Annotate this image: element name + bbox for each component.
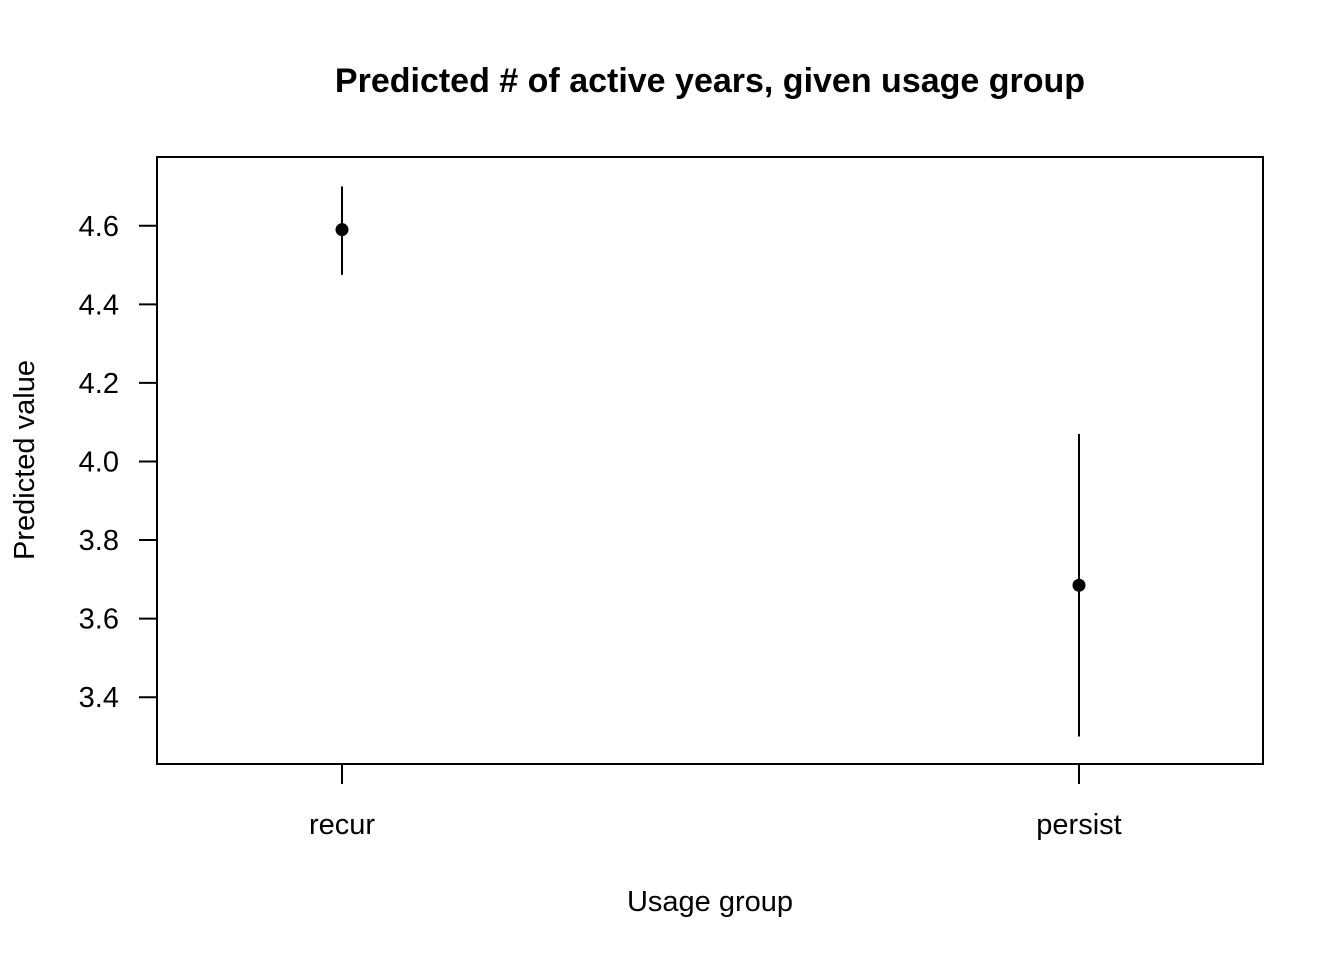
y-tick-label: 4.4	[79, 289, 119, 321]
x-axis: recur persist	[309, 764, 1122, 841]
y-axis-label: Predicted value	[9, 360, 41, 560]
data-point	[335, 223, 349, 237]
y-tick-label: 4.6	[79, 211, 119, 243]
y-tick-label: 3.8	[79, 525, 119, 557]
data-marks	[335, 186, 1086, 737]
x-axis-label: Usage group	[627, 886, 793, 918]
y-axis: 3.4 3.6 3.8 4.0 4.2 4.4 4.6	[79, 211, 157, 714]
x-tick-label: persist	[1036, 809, 1121, 841]
y-tick-label: 3.6	[79, 604, 119, 636]
y-tick-label: 4.0	[79, 446, 119, 478]
data-point	[1072, 578, 1086, 592]
x-tick-label: recur	[309, 809, 375, 841]
y-tick-label: 3.4	[79, 682, 119, 714]
chart-title: Predicted # of active years, given usage…	[335, 62, 1085, 100]
y-tick-label: 4.2	[79, 368, 119, 400]
